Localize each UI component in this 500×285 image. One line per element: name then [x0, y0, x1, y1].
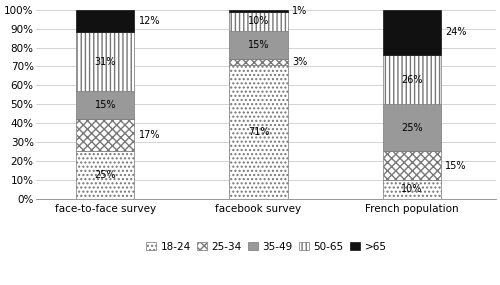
Text: 10%: 10%: [248, 16, 269, 26]
Bar: [76, 152, 134, 199]
Bar: [76, 32, 134, 91]
Text: 17%: 17%: [139, 131, 160, 141]
Text: 31%: 31%: [94, 57, 116, 67]
Bar: [230, 30, 288, 59]
Legend: 18-24, 25-34, 35-49, 50-65, >65: 18-24, 25-34, 35-49, 50-65, >65: [142, 237, 390, 256]
Text: 25%: 25%: [401, 123, 422, 133]
Text: 1%: 1%: [292, 6, 308, 16]
Bar: [382, 180, 440, 199]
Text: 3%: 3%: [292, 57, 308, 67]
Bar: [382, 55, 440, 104]
Bar: [230, 12, 288, 30]
Text: 15%: 15%: [248, 40, 269, 50]
Bar: [76, 10, 134, 32]
Bar: [230, 65, 288, 199]
Bar: [76, 91, 134, 119]
Text: 10%: 10%: [401, 184, 422, 194]
Bar: [382, 10, 440, 55]
Bar: [76, 119, 134, 152]
Text: 25%: 25%: [94, 170, 116, 180]
Bar: [382, 152, 440, 180]
Text: 26%: 26%: [401, 75, 422, 85]
Bar: [382, 104, 440, 152]
Text: 15%: 15%: [94, 100, 116, 110]
Text: 12%: 12%: [139, 16, 160, 26]
Text: 71%: 71%: [248, 127, 269, 137]
Text: 24%: 24%: [446, 27, 467, 38]
Bar: [230, 10, 288, 12]
Bar: [230, 59, 288, 65]
Text: 15%: 15%: [446, 161, 467, 171]
